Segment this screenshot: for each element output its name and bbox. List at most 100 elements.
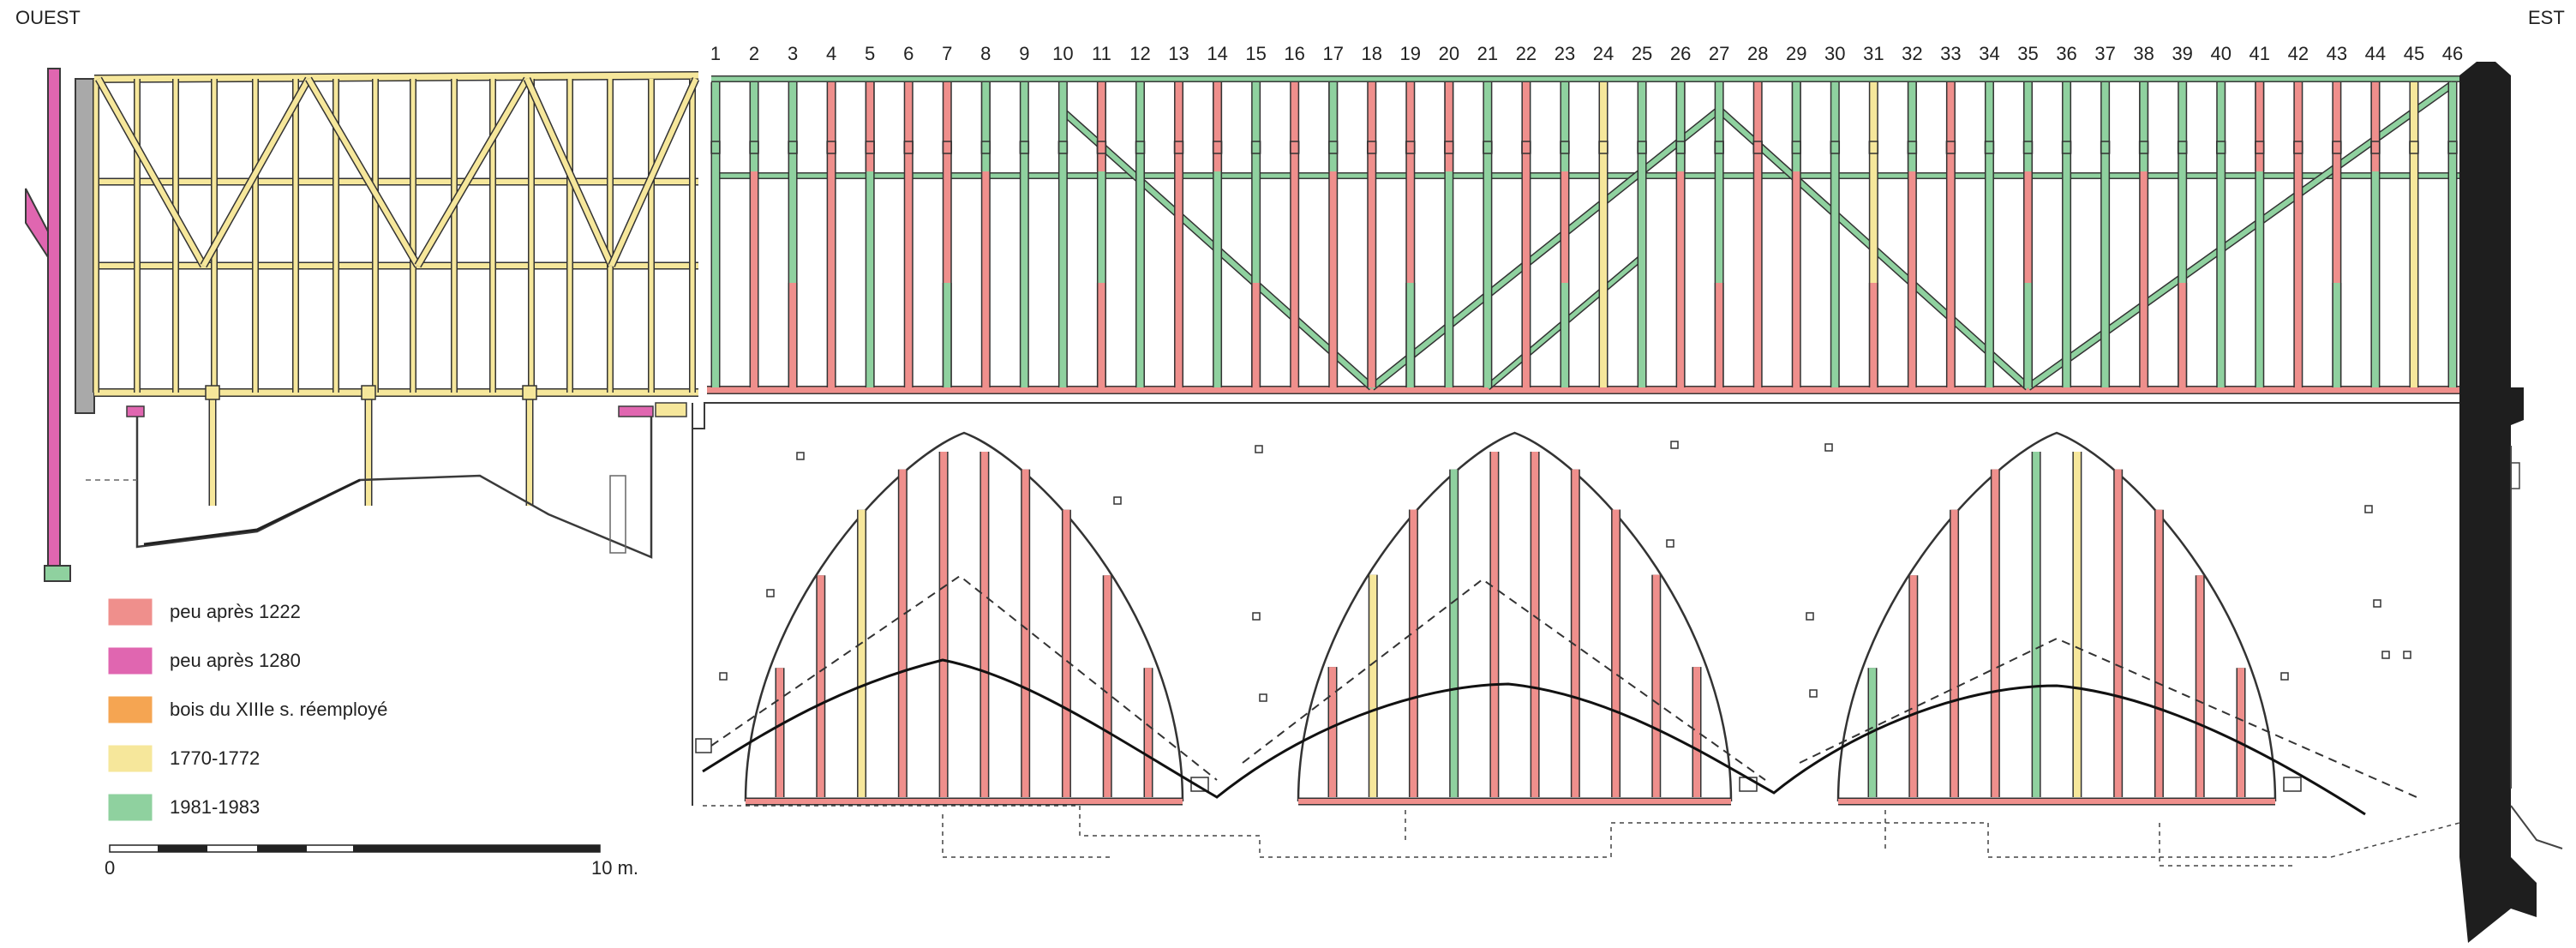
truss-number-43: 43: [2327, 43, 2347, 64]
truss-number-36: 36: [2056, 43, 2076, 64]
truss-number-31: 31: [1863, 43, 1884, 64]
west-brace-a0: [96, 77, 207, 267]
truss-number-27: 27: [1709, 43, 1729, 64]
main-roof-frame: 1 2 3 4 5 6 7 8 9 10 11 12 13 14 15 16 17 18 19 20 21 22 23 24 2…: [707, 43, 2464, 394]
west-joint-0: [205, 385, 220, 400]
scale-start: 0: [105, 857, 116, 879]
truss-number-35: 35: [2017, 43, 2038, 64]
truss-number-13: 13: [1168, 43, 1189, 64]
west-brace-b2: [608, 77, 698, 267]
truss-number-33: 33: [1940, 43, 1961, 64]
legend-swatch-1: [107, 597, 153, 627]
pink-post: [47, 68, 61, 575]
vault-arch-1: [744, 431, 1184, 802]
truss-number-23: 23: [1555, 43, 1575, 64]
legend-swatch-5: [107, 793, 153, 822]
truss-number-30: 30: [1824, 43, 1845, 64]
legend-label-4: 1770-1772: [170, 747, 261, 769]
truss-number-2: 2: [749, 43, 759, 64]
truss-number-41: 41: [2250, 43, 2270, 64]
truss-number-6: 6: [903, 43, 914, 64]
truss-number-11: 11: [1092, 43, 1111, 64]
truss-number-14: 14: [1207, 43, 1227, 64]
dashed-slope-3: [1799, 637, 2417, 798]
extrados-curve: [702, 658, 2366, 816]
truss-number-4: 4: [826, 43, 836, 64]
scale-end: 10 m.: [591, 857, 639, 879]
truss-number-44: 44: [2365, 43, 2386, 64]
diag-2: [1369, 107, 1722, 390]
legend-label-2: peu après 1280: [170, 650, 301, 671]
vault-arch-2: [1297, 431, 1733, 802]
truss-number-25: 25: [1632, 43, 1652, 64]
legend: [107, 597, 153, 822]
truss-number-22: 22: [1516, 43, 1537, 64]
vault-section: [692, 402, 2460, 867]
west-label: OUEST: [15, 7, 81, 28]
truss-number-34: 34: [1979, 43, 1999, 64]
diag-4: [2026, 81, 2454, 390]
vault-arch-3: [1836, 431, 2277, 802]
truss-number-5: 5: [865, 43, 875, 64]
east-wall-base: [2459, 857, 2537, 943]
yellow-frame: [93, 71, 700, 506]
legend-swatch-2: [107, 646, 153, 675]
truss-number-42: 42: [2288, 43, 2309, 64]
west-wall-detail: [609, 475, 626, 554]
truss-number-26: 26: [1670, 43, 1691, 64]
west-floor-curve: [143, 478, 361, 546]
truss-number-15: 15: [1245, 43, 1266, 64]
truss-number-21: 21: [1477, 43, 1498, 64]
west-brace-a2: [524, 77, 614, 267]
truss-number-45: 45: [2404, 43, 2424, 64]
truss-number-17: 17: [1322, 43, 1343, 64]
west-joint-2: [522, 385, 537, 400]
west-brace-a1: [306, 77, 421, 267]
legend-label-5: 1981-1983: [170, 796, 261, 818]
foundation-outline: [703, 805, 2460, 858]
east-wall-mass: [2459, 62, 2524, 857]
west-floor-outline: [135, 411, 653, 559]
truss-numbers: 1 2 3 4 5 6 7 8 9 10 11 12 13 14 15 16 17 18 19 20 21 22 23 24 2…: [710, 43, 2463, 64]
west-frame: [25, 68, 700, 582]
green-foot: [44, 565, 71, 582]
dashed-slope-2: [1242, 578, 1766, 781]
scale-bar: [109, 844, 601, 853]
east-wall: [2459, 62, 2563, 943]
pink-brace: [25, 188, 49, 261]
truss-number-40: 40: [2210, 43, 2231, 64]
wall-top-line: [692, 402, 2459, 429]
truss-number-32: 32: [1902, 43, 1922, 64]
truss-number-8: 8: [980, 43, 991, 64]
east-label: EST: [2528, 7, 2565, 28]
pink-block-left: [126, 405, 145, 417]
west-brace-b1: [415, 77, 530, 267]
truss-number-7: 7: [942, 43, 952, 64]
west-top-plate: [93, 72, 699, 82]
truss-posts: [710, 82, 2458, 387]
yellow-block: [655, 402, 687, 417]
truss-number-39: 39: [2172, 43, 2192, 64]
legend-label-1: peu après 1222: [170, 601, 301, 622]
west-brace-b0: [201, 77, 311, 267]
dashed-slope-1: [710, 574, 1218, 781]
wall-holes: [719, 441, 2411, 702]
truss-number-29: 29: [1786, 43, 1806, 64]
grey-post: [75, 78, 95, 414]
legend-swatch-3: [107, 695, 153, 724]
legend-label-3: bois du XIIIe s. réemployé: [170, 699, 388, 720]
vaults: [695, 431, 2302, 806]
truss-number-12: 12: [1129, 43, 1150, 64]
west-joint-1: [361, 385, 376, 400]
truss-number-3: 3: [788, 43, 798, 64]
truss-number-19: 19: [1400, 43, 1421, 64]
truss-number-24: 24: [1593, 43, 1614, 64]
truss-number-38: 38: [2133, 43, 2154, 64]
truss-number-18: 18: [1362, 43, 1382, 64]
legend-swatch-4: [107, 744, 153, 773]
truss-number-37: 37: [2094, 43, 2115, 64]
truss-number-46: 46: [2442, 43, 2463, 64]
pink-block-right: [618, 405, 654, 417]
